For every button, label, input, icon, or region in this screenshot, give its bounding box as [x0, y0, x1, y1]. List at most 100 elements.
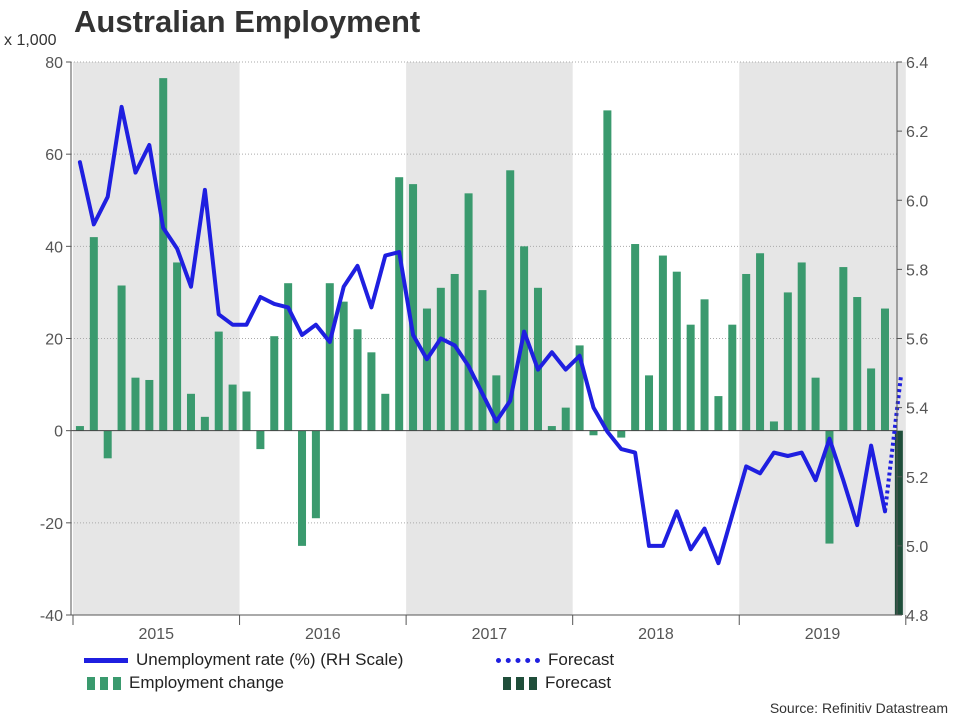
bar-employment: [89, 237, 98, 431]
unemployment-point: [703, 527, 707, 531]
unemployment-point: [133, 171, 137, 175]
bar-employment: [242, 391, 251, 431]
unemployment-point: [869, 444, 873, 448]
legend-employment: Employment change: [87, 673, 284, 693]
bar-employment: [533, 287, 542, 431]
bar-employment: [450, 273, 459, 431]
unemployment-point: [480, 392, 484, 396]
left-tick-label: 20: [45, 332, 63, 349]
unemployment-point: [647, 544, 651, 548]
bar-employment: [173, 262, 182, 431]
bar-employment: [131, 377, 140, 431]
x-tick-label: 2015: [138, 626, 174, 643]
left-axis-units: x 1,000: [4, 32, 57, 49]
chart-title: Australian Employment: [74, 4, 421, 39]
right-tick-label: 5.2: [906, 470, 928, 487]
right-tick-label: 6.0: [906, 193, 928, 210]
unemployment-point: [605, 430, 609, 434]
bar-employment: [547, 426, 556, 431]
bar-employment: [367, 352, 376, 431]
unemployment-point: [78, 160, 82, 164]
legend-unemployment-label: Unemployment rate (%) (RH Scale): [136, 650, 404, 669]
unemployment-point: [314, 323, 318, 327]
bar-employment: [742, 273, 751, 431]
unemployment-point: [786, 454, 790, 458]
unemployment-point: [147, 143, 151, 147]
left-tick-label: 80: [45, 55, 63, 72]
unemployment-point: [814, 478, 818, 482]
unemployment-point: [217, 312, 221, 316]
unemployment-point: [661, 544, 665, 548]
unemployment-point: [592, 406, 595, 410]
unemployment-point: [619, 447, 623, 451]
bar-employment: [145, 379, 154, 431]
unemployment-point: [716, 561, 720, 565]
unemployment-point: [106, 195, 110, 199]
unemployment-point: [494, 419, 498, 423]
left-tick-label: 60: [45, 147, 63, 164]
left-tick-label: 0: [54, 424, 63, 441]
bar-employment: [797, 262, 806, 431]
bar-employment: [214, 331, 223, 431]
bar-employment: [867, 368, 876, 431]
unemployment-point: [369, 305, 373, 309]
bar-employment: [492, 375, 501, 431]
bar-employment: [186, 393, 195, 431]
right-tick-label: 5.0: [906, 539, 928, 556]
unemployment-point: [564, 368, 568, 372]
bar-employment: [478, 290, 487, 431]
bar-employment: [436, 287, 445, 431]
bar-employment: [880, 308, 889, 431]
unemployment-point: [245, 323, 248, 327]
unemployment-point: [467, 364, 471, 368]
unemployment-point: [383, 254, 387, 258]
bar-employment: [853, 297, 862, 431]
unemployment-point: [841, 478, 845, 482]
bar-employment: [672, 271, 681, 431]
bar-employment: [714, 396, 723, 431]
legend-line-swatch: [84, 657, 128, 663]
right-tick-label: 5.8: [906, 262, 928, 279]
bar-employment: [561, 407, 570, 431]
unemployment-point: [550, 350, 554, 354]
bar-employment: [103, 430, 112, 459]
legend-bars-forecast: Forecast: [503, 673, 611, 693]
unemployment-point: [203, 188, 207, 192]
unemployment-point: [231, 323, 235, 327]
unemployment-point: [258, 295, 262, 299]
right-tick-label: 6.2: [906, 124, 928, 141]
bar-employment: [811, 377, 820, 431]
bar-employment: [769, 421, 778, 431]
bar-employment: [825, 430, 834, 544]
bar-employment: [422, 308, 431, 431]
left-tick-label: -40: [40, 608, 63, 625]
legend-line-forecast: Forecast: [496, 650, 614, 670]
left-tick-label: 40: [45, 239, 63, 256]
unemployment-point: [120, 105, 124, 109]
unemployment-point: [189, 285, 193, 289]
unemployment-point: [161, 226, 165, 230]
right-tick-label: 5.4: [906, 401, 928, 418]
unemployment-point: [633, 451, 637, 455]
unemployment-point: [758, 471, 762, 475]
bar-employment: [284, 283, 293, 431]
left-tick-label: -20: [40, 516, 63, 533]
unemployment-point: [744, 464, 748, 468]
unemployment-point: [92, 222, 96, 226]
unemployment-point: [286, 305, 290, 309]
bar-employment: [325, 283, 334, 431]
right-tick-label: 6.4: [906, 55, 928, 72]
bar-employment: [395, 177, 404, 431]
legend-bars-forecast-label: Forecast: [545, 673, 612, 692]
bar-employment: [700, 299, 709, 431]
right-tick-label: 5.6: [906, 332, 928, 349]
bar-employment: [783, 292, 792, 431]
unemployment-point: [730, 513, 734, 517]
bar-employment: [75, 426, 84, 431]
legend-employment-label: Employment change: [129, 673, 284, 692]
bar-employment: [506, 170, 515, 431]
bar-forecast: [894, 430, 903, 615]
unemployment-point: [175, 247, 179, 251]
x-tick-label: 2017: [472, 626, 508, 643]
